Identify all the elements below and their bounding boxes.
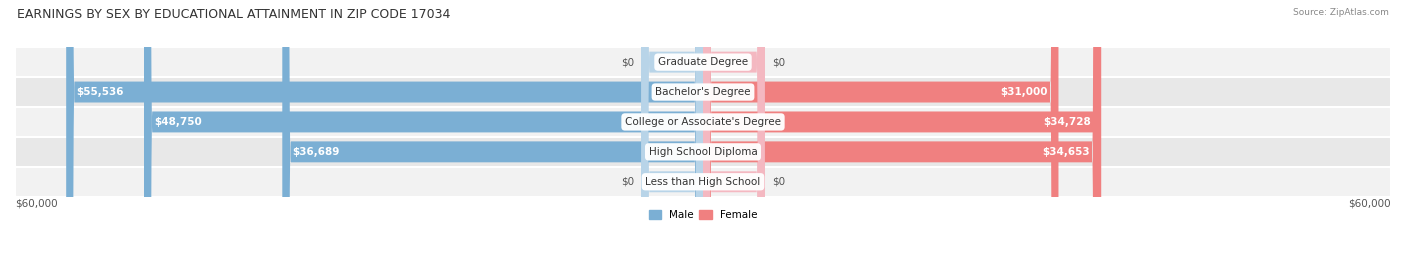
Bar <box>15 77 1391 107</box>
FancyBboxPatch shape <box>703 0 765 268</box>
Text: $36,689: $36,689 <box>292 147 340 157</box>
Text: Source: ZipAtlas.com: Source: ZipAtlas.com <box>1294 8 1389 17</box>
FancyBboxPatch shape <box>641 0 703 268</box>
Text: $60,000: $60,000 <box>15 198 58 208</box>
Text: $48,750: $48,750 <box>155 117 202 127</box>
Legend: Male, Female: Male, Female <box>644 206 762 224</box>
Text: $0: $0 <box>772 177 785 187</box>
Text: $34,653: $34,653 <box>1042 147 1090 157</box>
Text: College or Associate's Degree: College or Associate's Degree <box>626 117 780 127</box>
FancyBboxPatch shape <box>703 0 1101 268</box>
Text: $31,000: $31,000 <box>1001 87 1047 97</box>
Text: $0: $0 <box>772 57 785 67</box>
Text: Less than High School: Less than High School <box>645 177 761 187</box>
FancyBboxPatch shape <box>143 0 703 268</box>
FancyBboxPatch shape <box>283 0 703 268</box>
FancyBboxPatch shape <box>703 0 1059 268</box>
Text: $34,728: $34,728 <box>1043 117 1091 127</box>
Text: $0: $0 <box>621 177 634 187</box>
FancyBboxPatch shape <box>703 0 765 268</box>
Text: EARNINGS BY SEX BY EDUCATIONAL ATTAINMENT IN ZIP CODE 17034: EARNINGS BY SEX BY EDUCATIONAL ATTAINMEN… <box>17 8 450 21</box>
Bar <box>15 47 1391 77</box>
Text: $55,536: $55,536 <box>76 87 124 97</box>
Text: Graduate Degree: Graduate Degree <box>658 57 748 67</box>
FancyBboxPatch shape <box>641 0 703 268</box>
Text: High School Diploma: High School Diploma <box>648 147 758 157</box>
Bar <box>15 107 1391 137</box>
FancyBboxPatch shape <box>703 0 1101 268</box>
Text: $0: $0 <box>621 57 634 67</box>
Bar <box>15 137 1391 167</box>
Text: $60,000: $60,000 <box>1348 198 1391 208</box>
Bar <box>15 167 1391 197</box>
Text: Bachelor's Degree: Bachelor's Degree <box>655 87 751 97</box>
FancyBboxPatch shape <box>66 0 703 268</box>
